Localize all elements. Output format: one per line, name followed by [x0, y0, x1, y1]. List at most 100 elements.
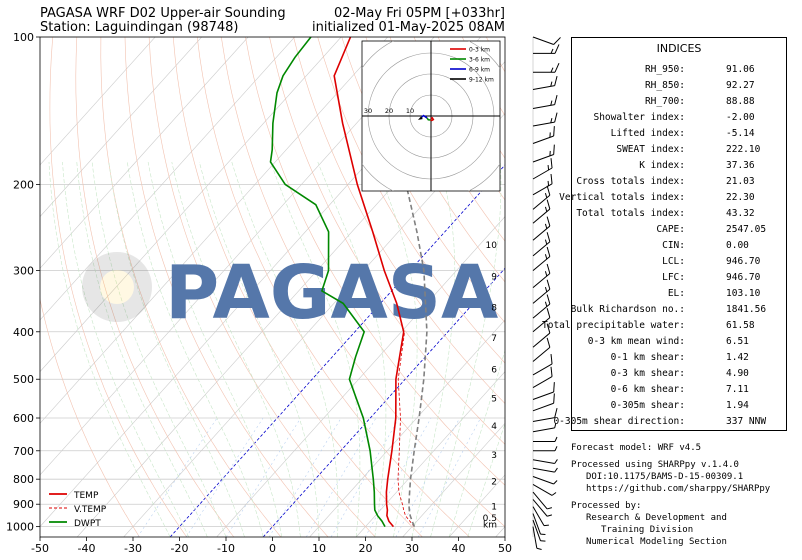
index-label: Total precipitable water: — [542, 320, 685, 331]
wind-barb — [532, 382, 555, 400]
hodograph-trace-2 — [421, 114, 428, 119]
footer-processed: Processed using SHARPpy v.1.4.0 — [571, 460, 739, 470]
height-km-label: 5 — [491, 395, 497, 405]
index-value: 21.03 — [726, 176, 755, 187]
wind-barb-half — [544, 192, 548, 198]
y-tick-label: 300 — [13, 265, 34, 278]
isotherm-line — [40, 37, 342, 373]
x-tick-label: 0 — [269, 542, 276, 555]
wind-barb — [532, 408, 558, 422]
footer-processed-by: Processed by: — [571, 501, 642, 511]
hodograph-trace-0 — [430, 116, 435, 122]
dry-adiabat — [172, 37, 423, 537]
wind-barb-shaft — [532, 317, 551, 333]
wind-barb-shaft — [532, 36, 554, 45]
wind-barb-shaft — [532, 303, 551, 319]
wind-barb — [532, 323, 551, 348]
isotherm-line — [309, 319, 505, 537]
index-value: 222.10 — [726, 144, 761, 155]
index-value: -2.00 — [726, 112, 755, 123]
dry-adiabat — [100, 37, 282, 537]
wind-barb-shaft — [532, 467, 555, 473]
wind-barb-flag — [553, 126, 555, 137]
wind-barb-half — [550, 67, 554, 73]
hodograph-trace-3 — [417, 116, 423, 120]
height-km-label: 2 — [491, 478, 497, 488]
wind-barb-shaft — [532, 346, 551, 362]
dry-adiabat — [365, 37, 505, 283]
y-tick-label: 200 — [13, 178, 34, 191]
init-time: initialized 01-May-2025 08AM — [311, 20, 505, 35]
footer-model: Forecast model: WRF v4.5 — [571, 443, 702, 453]
height-km-label: 1 — [491, 502, 497, 512]
wind-barb — [532, 216, 551, 241]
moist-adiabat — [374, 161, 418, 537]
wind-barb-flag — [554, 62, 560, 73]
watermark-sun — [100, 270, 134, 304]
index-label: LFC: — [662, 272, 685, 283]
wind-barb-shaft — [532, 476, 554, 485]
index-value: 1841.56 — [726, 304, 767, 315]
wind-barb-flag — [546, 199, 551, 210]
index-label: Showalter index: — [593, 112, 685, 123]
height-km-label: 0.5 — [483, 514, 497, 524]
index-row: 0-305m shear: 1.94 — [572, 400, 788, 416]
index-value: 1.42 — [726, 352, 749, 363]
index-row: 0-3 km shear: 4.90 — [572, 368, 788, 384]
height-km-label: 8 — [491, 303, 497, 313]
index-row: 0-1 km shear: 1.42 — [572, 352, 788, 368]
wind-barb-flag — [553, 144, 555, 155]
hodograph-ring-label: 40 — [343, 107, 351, 115]
index-label: 0-3 km mean wind: — [587, 336, 685, 347]
wind-barb — [532, 526, 542, 550]
wind-barb-shaft — [532, 402, 554, 412]
moist-adiabat — [147, 161, 283, 537]
height-km-label: 4 — [491, 422, 497, 432]
moist-adiabat — [467, 422, 505, 537]
dry-adiabat — [341, 37, 505, 323]
wind-barb-shaft — [532, 483, 553, 496]
isotherm-line — [402, 422, 505, 537]
height-km-label: 9 — [491, 273, 497, 283]
wind-barb-flag — [550, 366, 553, 377]
isotherm-line — [40, 37, 388, 424]
index-label: RH_850: — [644, 80, 685, 91]
x-tick-label: -40 — [78, 542, 96, 555]
wind-barb-half — [544, 239, 548, 245]
index-value: 946.70 — [726, 256, 761, 267]
moist-adiabat — [430, 161, 502, 537]
wind-barb-half — [549, 150, 551, 156]
y-tick-label: 500 — [13, 373, 34, 386]
moist-adiabat — [411, 161, 456, 537]
wind-barb — [532, 506, 549, 527]
footer-org-2: Training Division — [601, 525, 694, 535]
isotherm-line — [40, 37, 156, 166]
wind-barb — [532, 36, 561, 45]
hodograph-legend-label: 9-12 km — [469, 77, 494, 84]
index-row: LFC: 946.70 — [572, 272, 788, 288]
mixing-ratio-line — [395, 417, 460, 537]
wind-barb-half — [554, 467, 558, 473]
wind-barb-shaft — [532, 459, 555, 465]
isotherm-line — [40, 37, 295, 321]
legend-label-temp: TEMP — [73, 491, 99, 501]
index-value: 1.94 — [726, 400, 749, 411]
mixing-ratio-line — [225, 417, 301, 537]
wind-barb-shaft — [532, 499, 548, 517]
wind-barb-half — [544, 223, 548, 229]
wind-barb-shaft — [532, 513, 541, 535]
index-value: 103.10 — [726, 288, 761, 299]
wind-barb — [532, 144, 555, 163]
moist-adiabat — [231, 161, 339, 537]
index-label: SWEAT index: — [616, 144, 685, 155]
x-tick-label: 30 — [405, 542, 419, 555]
height-km-label: 10 — [486, 241, 498, 251]
index-value: 946.70 — [726, 272, 761, 283]
index-row: Total precipitable water: 61.58 — [542, 320, 788, 336]
legend-label-vtemp: V.TEMP — [74, 505, 107, 515]
wind-barb-shaft — [532, 417, 555, 422]
footer-org-3: Numerical Modeling Section — [586, 537, 727, 547]
wind-barb — [532, 95, 558, 109]
wind-barb — [532, 366, 553, 389]
wind-barb — [532, 263, 551, 288]
